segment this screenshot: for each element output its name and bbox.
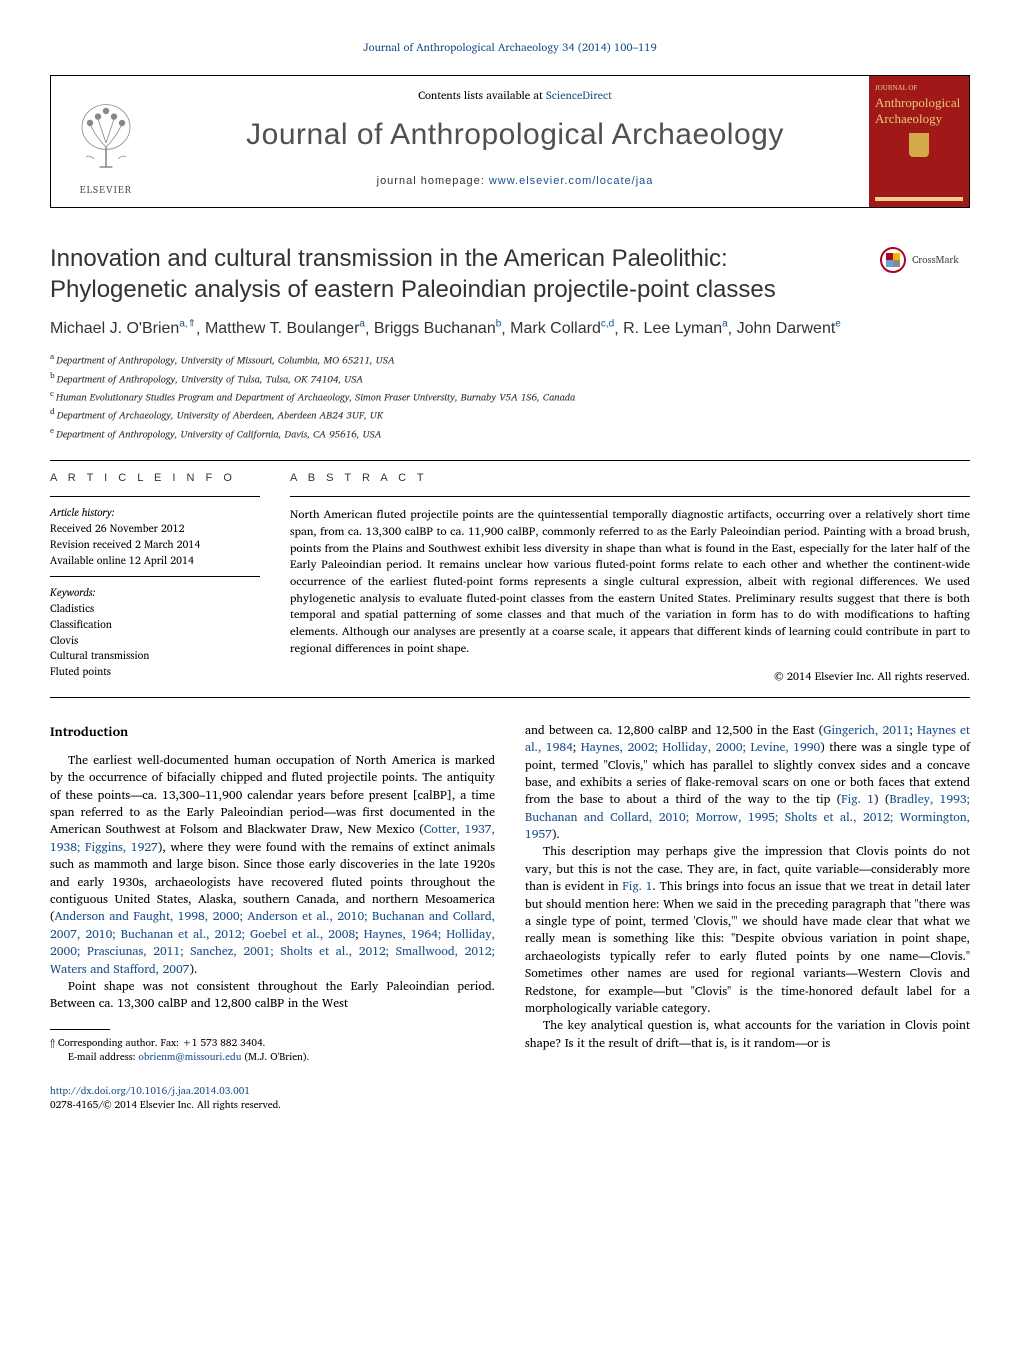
divider [50, 576, 260, 577]
footnote-email-suffix: (M.J. O'Brien). [241, 1049, 309, 1065]
author-2: Matthew T. Boulangera [205, 320, 365, 337]
doi-block: http://dx.doi.org/10.1016/j.jaa.2014.03.… [50, 1084, 495, 1112]
body-paragraph: and between ca. 12,800 calBP and 12,500 … [525, 722, 970, 844]
homepage-prefix: journal homepage: [377, 175, 489, 187]
section-divider [50, 697, 970, 698]
cover-title-2: Archaeology [875, 112, 963, 126]
article-history: Article history: Received 26 November 20… [50, 505, 260, 568]
introduction-heading: Introduction [50, 722, 495, 740]
journal-name: Journal of Anthropological Archaeology [171, 114, 859, 156]
figure-link[interactable]: Fig. 1 [622, 877, 652, 896]
author-1: Michael J. O'Briena,⇑ [50, 320, 196, 337]
crossmark-widget[interactable]: CrossMark [880, 247, 970, 273]
affiliation-c: cHuman Evolutionary Studies Program and … [50, 387, 970, 405]
elsevier-logo: ELSEVIER [51, 76, 161, 207]
article-info-label: A R T I C L E I N F O [50, 471, 260, 486]
abstract-copyright: © 2014 Elsevier Inc. All rights reserved… [290, 669, 970, 684]
title-line-2: Phylogenetic analysis of eastern Paleoin… [50, 276, 776, 303]
body-paragraph: The earliest well-documented human occup… [50, 752, 495, 978]
cover-badge-icon [909, 133, 929, 157]
sciencedirect-link[interactable]: ScienceDirect [546, 86, 612, 104]
author-6: John Darwente [737, 320, 841, 337]
author-5: R. Lee Lymana [623, 320, 728, 337]
article-title: Innovation and cultural transmission in … [50, 243, 970, 305]
email-link[interactable]: obrienm@missouri.edu [138, 1049, 241, 1065]
affiliation-d: dDepartment of Archaeology, University o… [50, 405, 970, 423]
left-column: Introduction The earliest well-documente… [50, 722, 495, 1112]
header-center: Contents lists available at ScienceDirec… [161, 76, 869, 207]
sciencedirect-line: Contents lists available at ScienceDirec… [171, 88, 859, 103]
crossmark-icon [880, 247, 906, 273]
divider [290, 496, 970, 497]
cover-title-1: Anthropological [875, 96, 963, 110]
crossmark-label: CrossMark [912, 253, 959, 267]
keyword-item: Classification [50, 617, 260, 633]
footnote-divider [50, 1029, 110, 1030]
footnote-corr: ⇑ Corresponding author. Fax: +1 573 882 … [50, 1036, 495, 1050]
homepage-link[interactable]: www.elsevier.com/locate/jaa [489, 175, 654, 187]
body-paragraph: Point shape was not consistent throughou… [50, 978, 495, 1013]
reference-link[interactable]: Gingerich, 2011 [823, 721, 909, 740]
title-line-1: Innovation and cultural transmission in … [50, 245, 728, 272]
affiliation-b: bDepartment of Anthropology, University … [50, 369, 970, 387]
author-4: Mark Collardc,d [510, 320, 614, 337]
footnote-email-label: E-mail address: [68, 1049, 138, 1065]
elsevier-label: ELSEVIER [80, 183, 132, 197]
author-3: Briggs Buchananb [374, 320, 501, 337]
info-abstract-row: A R T I C L E I N F O Article history: R… [50, 460, 970, 685]
corresponding-author-footnote: ⇑ Corresponding author. Fax: +1 573 882 … [50, 1036, 495, 1064]
affiliations: aDepartment of Anthropology, University … [50, 350, 970, 442]
keywords: Keywords: Cladistics Classification Clov… [50, 585, 260, 680]
abstract-column: A B S T R A C T North American fluted pr… [290, 461, 970, 685]
article-info-column: A R T I C L E I N F O Article history: R… [50, 461, 290, 685]
issn-line: 0278-4165/© 2014 Elsevier Inc. All right… [50, 1097, 281, 1113]
author-list: Michael J. O'Briena,⇑, Matthew T. Boulan… [50, 318, 970, 341]
reference-link[interactable]: Haynes, 2002; Holliday, 2000; Levine, 19… [581, 738, 821, 757]
top-citation-link[interactable]: Journal of Anthropological Archaeology 3… [363, 38, 656, 56]
figure-link[interactable]: Fig. 1 [841, 790, 874, 809]
journal-header: ELSEVIER Contents lists available at Sci… [50, 75, 970, 208]
body-paragraph: The key analytical question is, what acc… [525, 1017, 970, 1052]
body-paragraph: This description may perhaps give the im… [525, 843, 970, 1017]
elsevier-tree-icon [66, 99, 146, 179]
homepage-line: journal homepage: www.elsevier.com/locat… [171, 174, 859, 189]
abstract-text: North American fluted projectile points … [290, 507, 970, 657]
journal-cover-thumbnail: JOURNAL OF Anthropological Archaeology [869, 76, 969, 207]
keyword-item: Fluted points [50, 664, 260, 680]
cover-bar [875, 197, 963, 201]
abstract-label: A B S T R A C T [290, 471, 970, 486]
affiliation-e: eDepartment of Anthropology, University … [50, 424, 970, 442]
body-columns: Introduction The earliest well-documente… [50, 722, 970, 1112]
divider [50, 496, 260, 497]
cover-jof: JOURNAL OF [875, 84, 963, 94]
affiliation-a: aDepartment of Anthropology, University … [50, 350, 970, 368]
right-column: and between ca. 12,800 calBP and 12,500 … [525, 722, 970, 1112]
history-online: Available online 12 April 2014 [50, 553, 260, 569]
top-citation: Journal of Anthropological Archaeology 3… [50, 40, 970, 55]
sd-prefix: Contents lists available at [418, 86, 546, 104]
